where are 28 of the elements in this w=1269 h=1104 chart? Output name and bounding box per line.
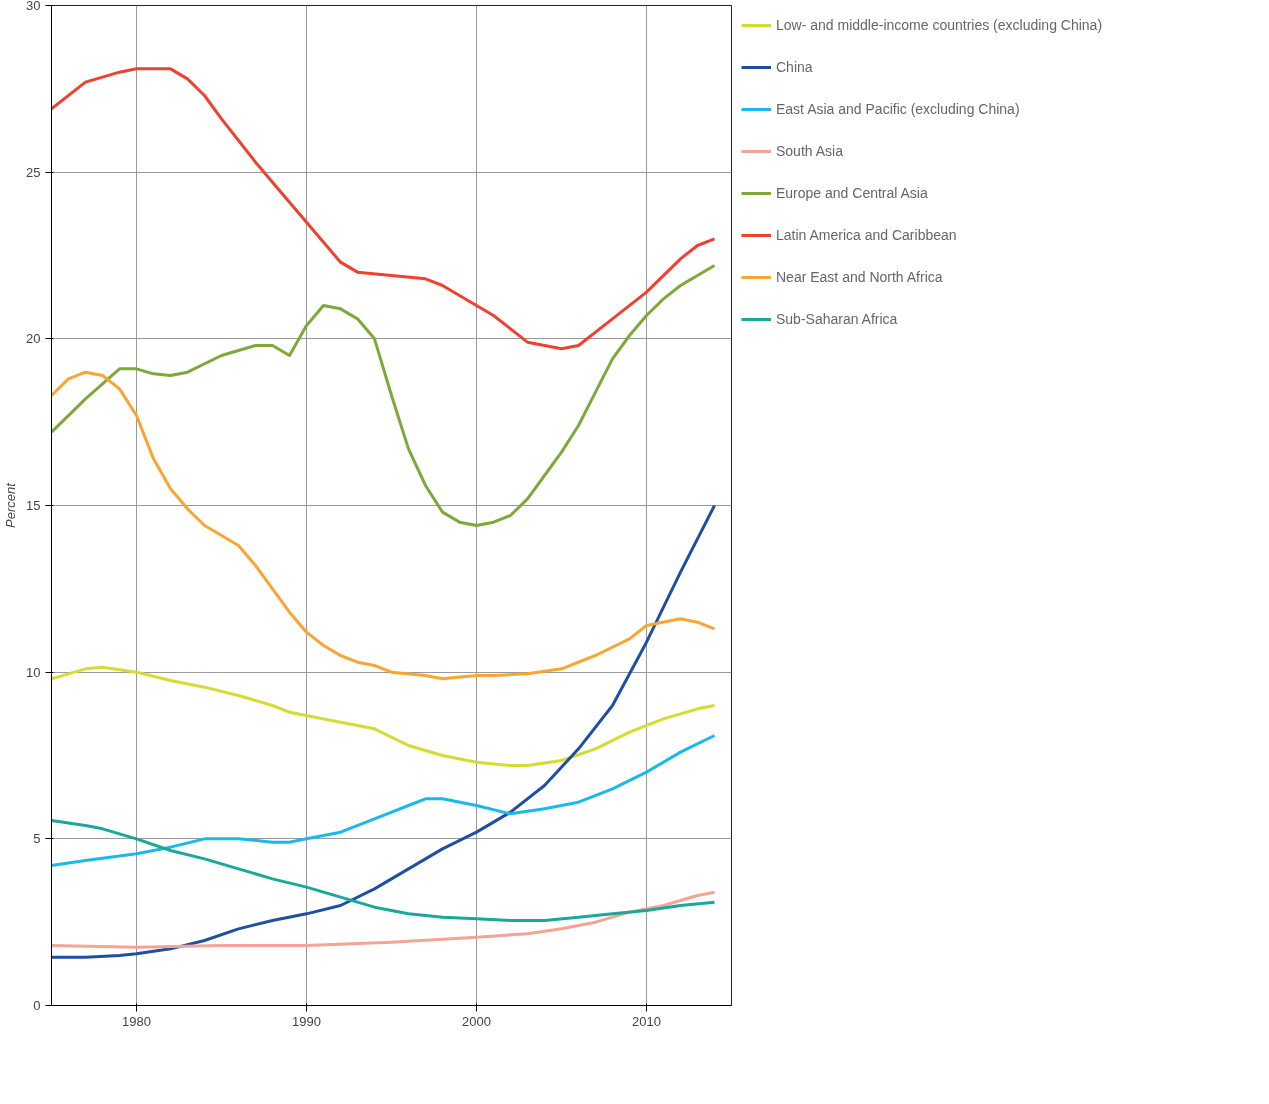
line-series <box>51 819 716 922</box>
x-tick-label: 1990 <box>292 1013 321 1029</box>
x-tick-label: 2000 <box>462 1013 491 1029</box>
y-tick-label: 20 <box>26 331 41 347</box>
line-series <box>51 264 716 527</box>
y-tick-label: 10 <box>26 664 41 680</box>
legend-label: Europe and Central Asia <box>776 185 928 201</box>
legend-label: East Asia and Pacific (excluding China) <box>776 101 1020 117</box>
x-tick-label: 2010 <box>632 1013 661 1029</box>
legend-label: Sub-Saharan Africa <box>776 311 898 327</box>
y-tick-label: 5 <box>33 831 41 847</box>
y-tick-label: 0 <box>33 998 41 1013</box>
line-series <box>51 890 716 949</box>
y-tick-label: 30 <box>26 0 41 13</box>
line-series <box>51 665 716 767</box>
legend-label: South Asia <box>776 143 843 159</box>
legend-label: Low- and middle-income countries (excluding China) <box>776 17 1103 33</box>
y-tick-label: 15 <box>26 498 41 513</box>
y-axis-title: Percent <box>3 481 19 528</box>
line-series <box>51 504 716 959</box>
y-tick-label: 25 <box>26 164 41 180</box>
legend-label: China <box>776 59 813 75</box>
line-series <box>51 734 716 867</box>
legend-label: Latin America and Caribbean <box>776 227 957 243</box>
x-tick-label: 1980 <box>122 1013 151 1029</box>
line-series <box>51 67 716 351</box>
line-series <box>51 370 716 681</box>
legend-label: Near East and North Africa <box>776 269 943 285</box>
